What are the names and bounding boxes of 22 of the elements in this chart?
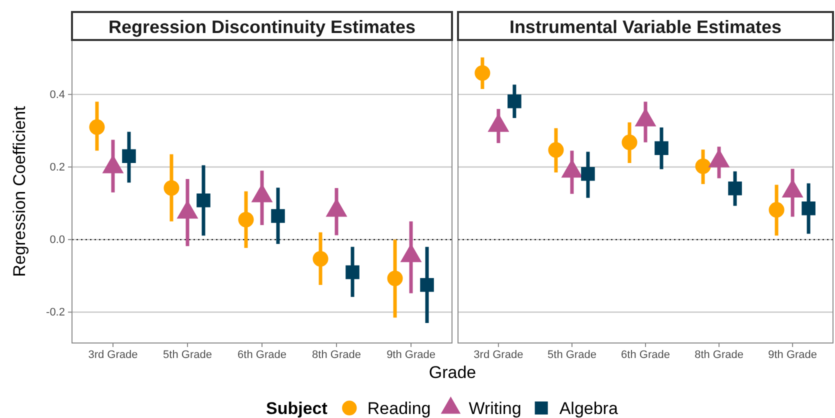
- legend-label: Writing: [468, 399, 522, 418]
- legend-label: Reading: [367, 399, 431, 418]
- y-tick-label: -0.2: [46, 306, 65, 319]
- x-tick-label: 8th Grade: [312, 348, 361, 361]
- y-axis-title: Regression Coefficient: [10, 106, 29, 277]
- x-tick-label: 3rd Grade: [88, 348, 138, 361]
- chart-title: Instrumental Variable Estimates: [509, 17, 782, 37]
- y-tick-label: 0.2: [50, 162, 65, 174]
- x-tick-label: 9th Grade: [386, 348, 436, 361]
- y-tick-label: 0.0: [50, 234, 65, 246]
- chart-title: Regression Discontinuity Estimates: [108, 17, 416, 37]
- x-tick-label: 5th Grade: [163, 348, 212, 361]
- legend-label: Algebra: [559, 399, 618, 418]
- x-tick-label: 6th Grade: [621, 348, 670, 361]
- x-tick-label: 6th Grade: [238, 348, 286, 361]
- x-tick-label: 5th Grade: [548, 348, 596, 361]
- x-tick-label: 9th Grade: [768, 348, 818, 361]
- legend-title: Subject: [266, 399, 328, 418]
- x-axis-title: Grade: [428, 363, 476, 382]
- x-tick-label: 3rd Grade: [474, 348, 524, 361]
- y-tick-label: 0.4: [50, 88, 65, 101]
- x-tick-label: 8th Grade: [694, 348, 744, 361]
